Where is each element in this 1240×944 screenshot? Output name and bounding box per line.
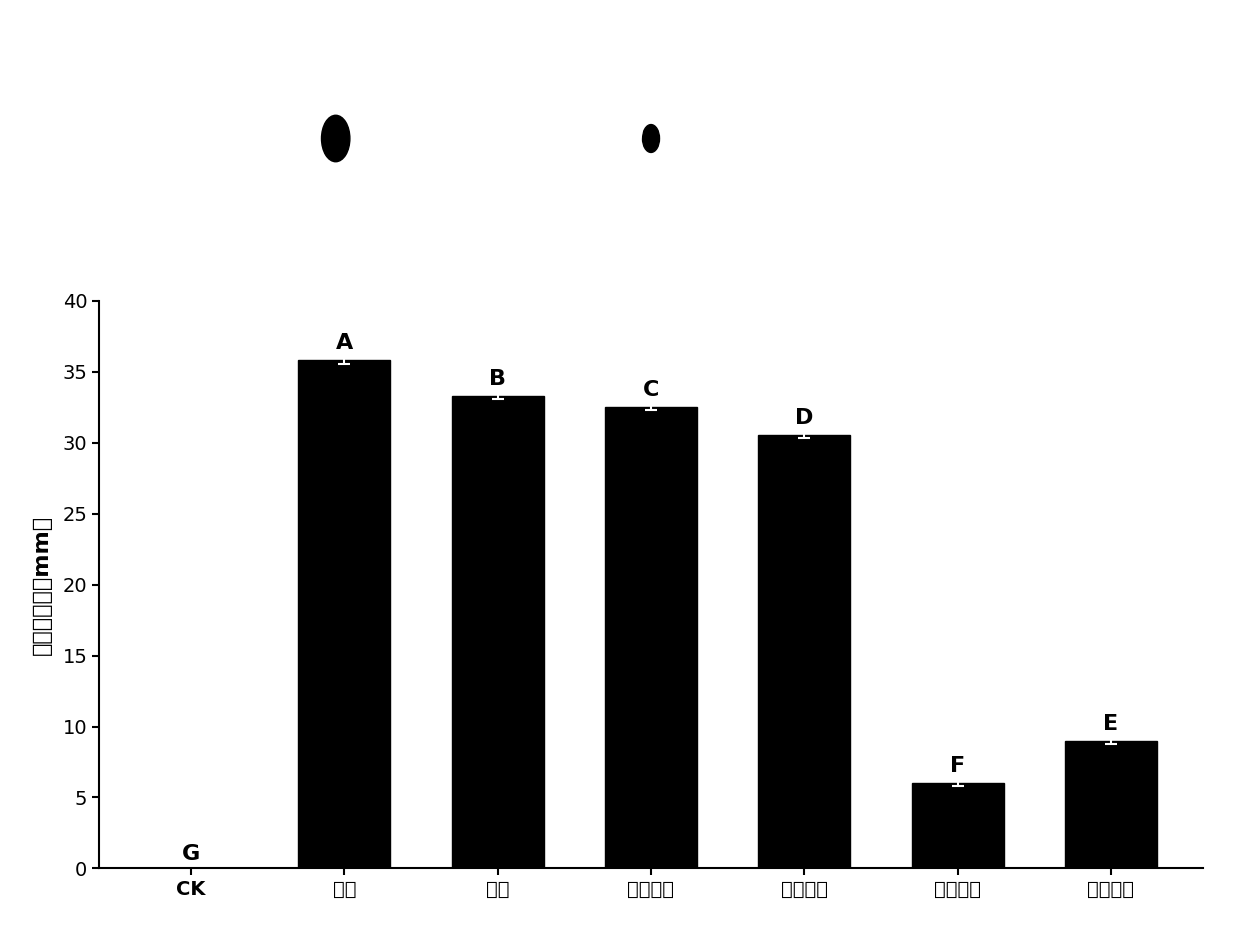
Text: 粉剂菌体: 粉剂菌体 — [955, 17, 978, 27]
Bar — [759, 435, 851, 868]
Bar — [299, 361, 391, 868]
Circle shape — [642, 125, 660, 152]
Circle shape — [629, 123, 641, 143]
Bar — [451, 396, 543, 868]
Bar — [605, 407, 697, 868]
Circle shape — [321, 115, 350, 161]
Y-axis label: 抑菌圈直径（mm）: 抑菌圈直径（mm） — [31, 514, 51, 654]
Text: F: F — [950, 756, 965, 776]
Text: E: E — [1104, 714, 1118, 733]
Text: D: D — [795, 409, 813, 429]
Circle shape — [295, 110, 314, 141]
Bar — [911, 784, 1003, 868]
Text: CK: CK — [171, 17, 186, 27]
Text: 母液: 母液 — [487, 17, 500, 27]
Text: 母液菌体: 母液菌体 — [1112, 17, 1136, 27]
Text: 粉剂: 粉剂 — [330, 17, 341, 27]
Text: C: C — [642, 380, 660, 400]
Text: 粉剂上清: 粉剂上清 — [640, 17, 662, 27]
Text: 母液上清: 母液上清 — [797, 17, 821, 27]
Circle shape — [622, 93, 680, 185]
Circle shape — [289, 61, 383, 216]
Text: B: B — [490, 368, 506, 389]
Bar — [1065, 741, 1157, 868]
Text: A: A — [336, 333, 353, 353]
Text: G: G — [182, 844, 201, 864]
